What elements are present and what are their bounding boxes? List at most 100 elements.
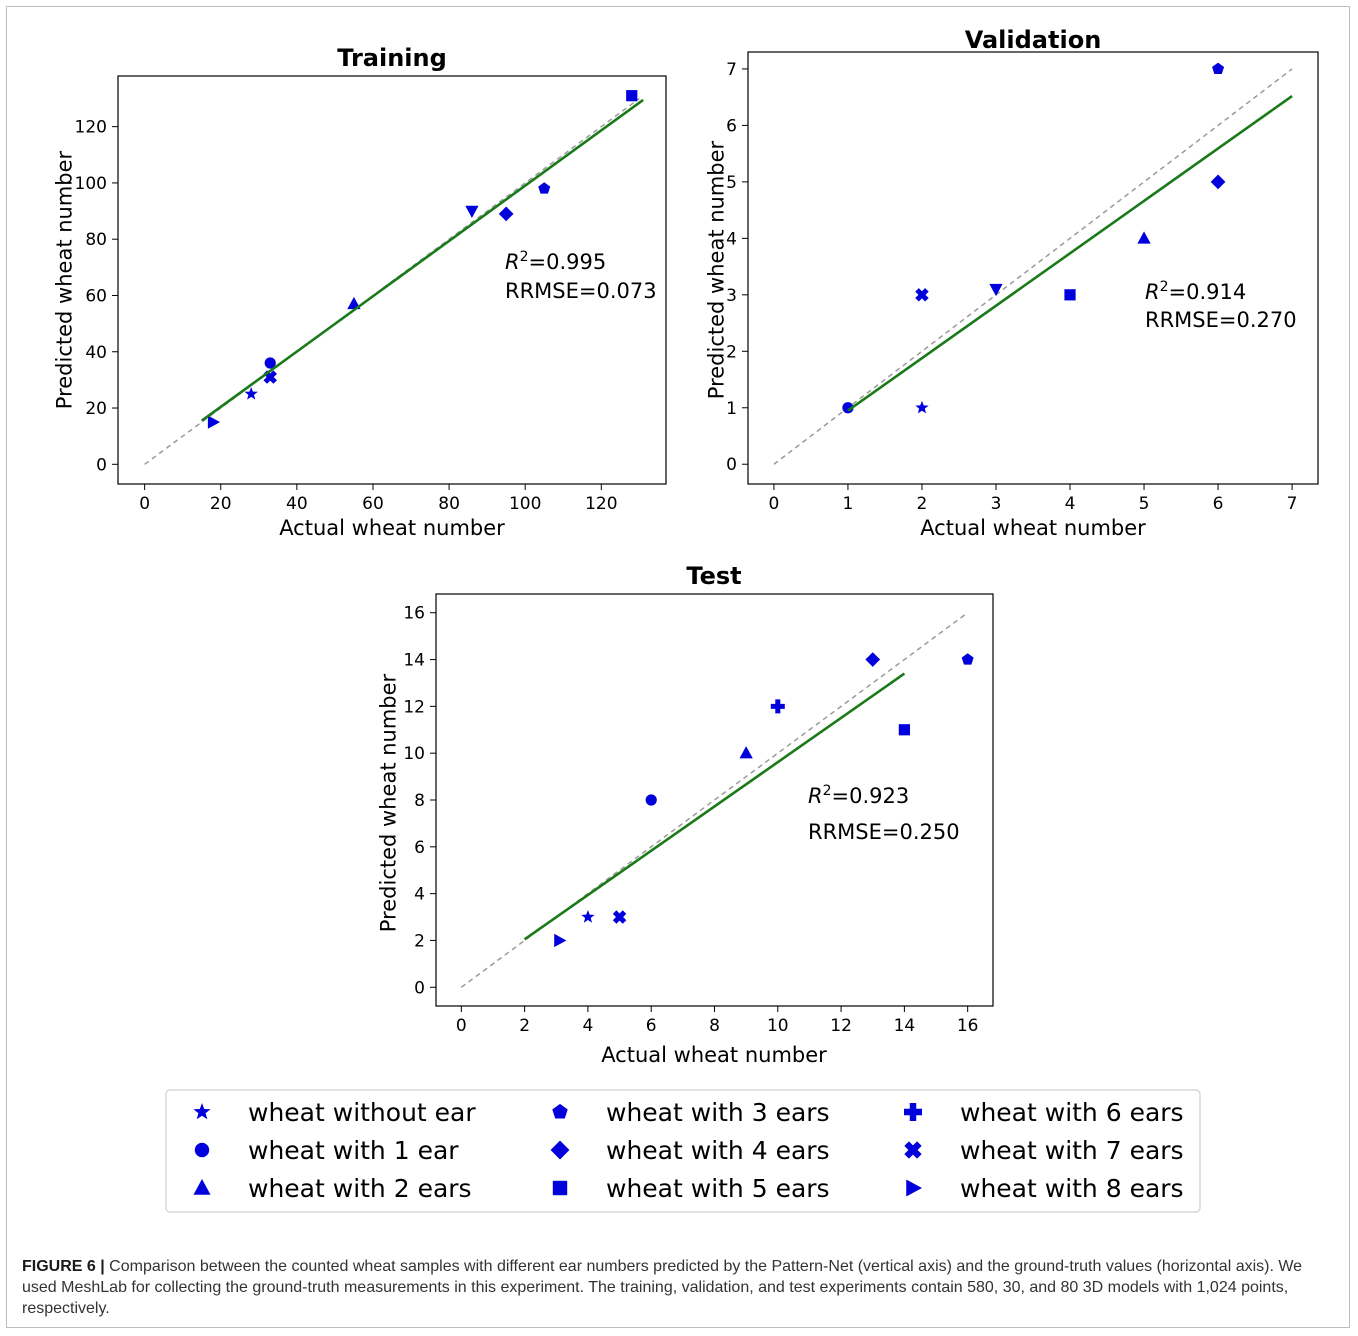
- data-point-circle-2: [645, 794, 657, 806]
- x-tick-label: 1: [843, 494, 854, 514]
- data-point-triangle-up-3: [1137, 231, 1151, 244]
- y-tick-label: 6: [414, 838, 425, 858]
- x-tick-label: 8: [709, 1016, 720, 1036]
- data-point-triangle-down-9: [465, 205, 479, 219]
- data-point-triangle-up-3: [739, 746, 753, 759]
- x-tick-label: 16: [957, 1016, 979, 1036]
- chart-title: Training: [337, 44, 447, 72]
- y-tick-label: 60: [85, 286, 107, 306]
- figure-canvas: 0 20 40 60 80 100 120020406080100120TrainingAc…: [52, 26, 1319, 1213]
- x-tick-label: 12: [830, 1016, 852, 1036]
- legend-entry-3: wheat with 2 ears: [193, 1174, 472, 1203]
- legend-label: wheat with 3 ears: [606, 1098, 830, 1127]
- data-point-pentagon-4: [538, 182, 551, 194]
- data-point-x-filled-8: [612, 910, 627, 924]
- x-tick-label: 7: [1287, 494, 1298, 514]
- y-tick-label: 2: [726, 342, 737, 362]
- x-tick-label: 14: [894, 1016, 916, 1036]
- data-point-plus-filled-7: [770, 699, 785, 714]
- chart-panel-3: 0 2 4 6 8 10 12 14 16 0 2 4 6 8 10 12 14 16 Test Actual whe…: [376, 562, 994, 1067]
- legend-box: [165, 1089, 1201, 1213]
- data-point-star-1: [244, 386, 258, 400]
- data-point-triangle-right-8: [207, 415, 221, 429]
- legend-marker-triangle-right: [906, 1179, 922, 1197]
- y-tick-label: 8: [414, 791, 425, 811]
- rrmse-annotation: RRMSE=0.073: [505, 279, 657, 303]
- caption-text: Comparison between the counted wheat sam…: [22, 1258, 1303, 1317]
- data-point-square-6: [1064, 289, 1076, 301]
- chart-panel-1: 0 20 40 60 80 100 120 0 20 40 60 80 100 120 Training Ac…: [52, 44, 667, 540]
- y-tick-label: 10: [403, 744, 425, 764]
- plot-frame: [747, 51, 1319, 485]
- caption-label: FIGURE 6 |: [22, 1258, 105, 1275]
- legend-entry-2: wheat with 1 ear: [194, 1136, 459, 1165]
- x-tick-label: 2: [519, 1016, 530, 1036]
- y-tick-label: 0: [726, 455, 737, 475]
- legend-marker-pentagon: [552, 1103, 568, 1119]
- legend: wheat without ear wheat with 1 ear wheat w…: [165, 1089, 1201, 1213]
- x-axis-label: Actual wheat number: [279, 516, 505, 540]
- legend-label: wheat with 4 ears: [606, 1136, 830, 1165]
- data-point-x-filled-7: [915, 288, 929, 302]
- data-point-diamond-5: [1210, 174, 1226, 190]
- legend-entry-4: wheat with 3 ears: [552, 1098, 830, 1127]
- x-tick-label: 0: [768, 494, 779, 514]
- legend-label: wheat without ear: [248, 1098, 476, 1127]
- data-point-circle-2: [264, 357, 276, 369]
- x-tick-label: 6: [646, 1016, 657, 1036]
- data-point-triangle-right-9: [554, 933, 567, 948]
- y-tick-label: 100: [75, 174, 107, 194]
- legend-marker-circle: [194, 1142, 210, 1158]
- data-point-star-1: [915, 400, 929, 414]
- x-axis-label: Actual wheat number: [920, 516, 1146, 540]
- y-tick-label: 0: [96, 455, 107, 475]
- x-tick-label: 6: [1213, 494, 1224, 514]
- legend-entry-5: wheat with 4 ears: [550, 1136, 830, 1165]
- data-point-diamond-5: [865, 652, 881, 667]
- y-tick-label: 20: [85, 399, 107, 419]
- legend-entry-1: wheat without ear: [193, 1098, 476, 1127]
- data-point-pentagon-4: [961, 653, 974, 665]
- data-point-square-6: [898, 724, 910, 736]
- chart-panel-2: 0 1 2 3 4 5 6 7 0 1 2 3 4 5 6 7 Validation Actual wheat n…: [704, 26, 1319, 540]
- r2-annotation: R2=0.914: [1145, 279, 1246, 304]
- legend-label: wheat with 5 ears: [606, 1174, 830, 1203]
- legend-entry-9: wheat with 8 ears: [906, 1174, 1184, 1203]
- legend-entry-6: wheat with 5 ears: [552, 1174, 830, 1203]
- y-tick-label: 80: [85, 230, 107, 250]
- legend-label: wheat with 6 ears: [960, 1098, 1184, 1127]
- figure-caption: FIGURE 6 | Comparison between the counte…: [22, 1256, 1332, 1319]
- regression-line: [523, 672, 906, 941]
- y-tick-label: 6: [726, 116, 737, 136]
- rrmse-annotation: RRMSE=0.270: [1145, 308, 1297, 332]
- y-tick-label: 7: [726, 60, 737, 80]
- x-tick-label: 20: [210, 494, 232, 514]
- legend-entry-8: wheat with 7 ears: [904, 1136, 1184, 1165]
- x-tick-label: 4: [582, 1016, 593, 1036]
- y-tick-label: 120: [75, 118, 107, 138]
- data-point-triangle-down-8: [989, 283, 1003, 297]
- legend-entry-7: wheat with 6 ears: [904, 1098, 1184, 1127]
- data-point-circle-2: [842, 402, 854, 414]
- y-tick-label: 5: [726, 173, 737, 193]
- chart-title: Validation: [965, 26, 1102, 54]
- data-point-diamond-5: [498, 206, 514, 222]
- y-tick-label: 16: [403, 604, 425, 624]
- legend-label: wheat with 7 ears: [960, 1136, 1184, 1165]
- legend-marker-square: [552, 1180, 568, 1196]
- legend-marker-star: [193, 1103, 211, 1120]
- data-point-star-1: [581, 910, 595, 923]
- y-tick-label: 4: [726, 229, 737, 249]
- y-axis-label: Predicted wheat number: [704, 140, 728, 399]
- y-tick-label: 14: [403, 651, 425, 671]
- x-tick-label: 2: [917, 494, 928, 514]
- legend-label: wheat with 1 ear: [248, 1136, 459, 1165]
- x-tick-label: 0: [456, 1016, 467, 1036]
- legend-marker-x-filled: [904, 1141, 922, 1159]
- x-axis-label: Actual wheat number: [601, 1043, 827, 1067]
- r2-annotation: R2=0.995: [505, 249, 606, 274]
- y-axis-label: Predicted wheat number: [52, 150, 76, 409]
- x-tick-label: 100: [509, 494, 541, 514]
- data-point-pentagon-4: [1212, 62, 1225, 75]
- chart-title: Test: [686, 562, 741, 590]
